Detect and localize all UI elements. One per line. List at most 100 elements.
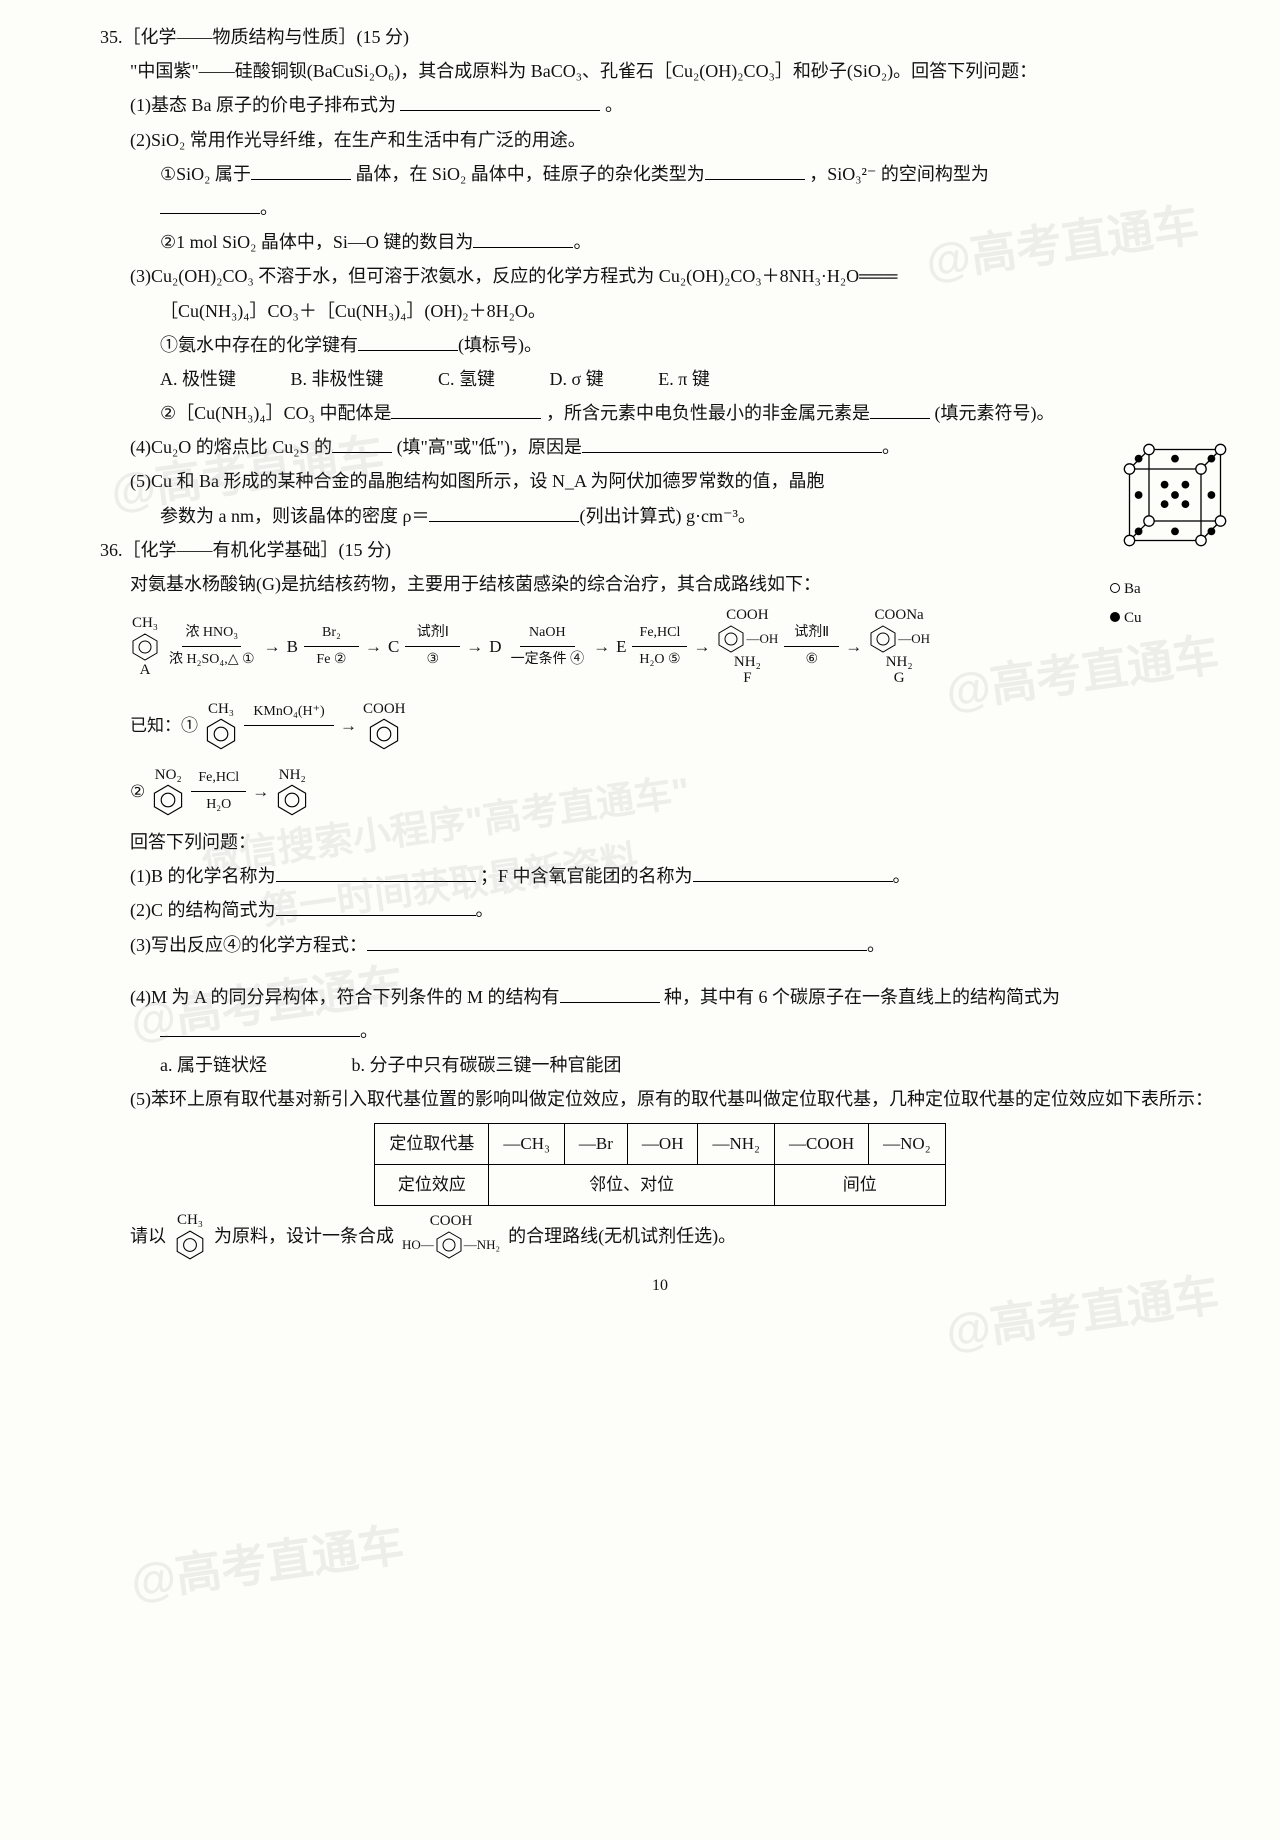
arrow-5: Fe,HClH₂O ⑤ — [632, 620, 687, 674]
synthesis-scheme: CH₃ A 浓 HNO₃浓 H₂SO₄,△ ①→ B Br₂Fe ②→ C 试剂… — [100, 601, 1220, 693]
nh2: NH₂ — [886, 654, 913, 671]
q36-a4: (4)M 为 A 的同分异构体，符合下列条件的 M 的结构有 种，其中有 6 个… — [100, 980, 1220, 1014]
th: 定位取代基 — [375, 1123, 489, 1164]
q35-p1: (1)基态 Ba 原子的价电子排布式为 。 — [100, 88, 1220, 122]
blank — [582, 435, 882, 453]
cooh: COOH — [430, 1213, 473, 1230]
q36-ans-head: 回答下列问题： — [100, 825, 1220, 859]
blank — [473, 230, 573, 248]
t: 。 — [867, 935, 885, 955]
t: (1)B 的化学名称为 — [130, 866, 276, 886]
page-number: 10 — [100, 1271, 1220, 1301]
t: ，SiO₃²⁻ 的空间构型为 — [809, 164, 989, 184]
t: (填"高"或"低")，原因是 — [397, 437, 582, 457]
q35-p1-text: (1)基态 Ba 原子的价电子排布式为 — [130, 95, 396, 115]
t: 。 — [893, 866, 911, 886]
blank — [251, 162, 351, 180]
t: ①氨水中存在的化学键有 — [160, 335, 358, 355]
mol-f: COOH —OH NH₂ F — [716, 607, 778, 687]
known-2: ② NO₂ Fe,HClH₂O→ NH₂ — [100, 759, 1220, 825]
label-c: C — [388, 631, 399, 663]
known-1: 已知：① CH₃ KMnO₄(H⁺) → COOH — [100, 693, 1220, 759]
q36-a3: (3)写出反应④的化学方程式：。 — [100, 928, 1220, 962]
watermark-5: @高考直通车 — [125, 1501, 409, 1626]
known-label: 已知：① — [130, 710, 198, 742]
q35-p5a: (5)Cu 和 Ba 形成的某种合金的晶胞结构如图所示，设 N_A 为阿伏加德罗… — [100, 464, 1220, 498]
label-d: D — [489, 631, 501, 663]
mol-toluene: CH₃ — [204, 701, 238, 752]
td: —NO₂ — [869, 1123, 945, 1164]
arrow-2: Br₂Fe ② — [304, 620, 359, 674]
blank — [705, 162, 805, 180]
t: ①SiO₂ 属于 — [160, 164, 251, 184]
q35-p2-2: ②1 mol SiO₂ 晶体中，Si—O 键的数目为 。 — [100, 225, 1220, 259]
blank — [870, 401, 930, 419]
t: (4)Cu₂O 的熔点比 Cu₂S 的 — [130, 437, 332, 457]
t: 种，其中有 6 个碳原子在一条直线上的结构简式为 — [664, 987, 1060, 1007]
t: 请以 — [130, 1219, 166, 1253]
mol-start: CH₃ — [174, 1212, 206, 1261]
choice-e: E. π 键 — [658, 362, 710, 396]
blank — [276, 898, 476, 916]
q35-header: 35.［化学——物质结构与性质］(15 分) — [100, 20, 1220, 54]
label-b: B — [287, 631, 298, 663]
q35-p3-eq2: ［Cu(NH₃)₄］CO₃＋［Cu(NH₃)₄］(OH)₂＋8H₂O。 — [100, 294, 1220, 328]
arrow-1: 浓 HNO₃浓 H₂SO₄,△ ① — [166, 620, 258, 674]
arrow-4: NaOH一定条件 ④ — [508, 620, 588, 674]
q35-p5b: 参数为 a nm，则该晶体的密度 ρ＝ (列出计算式) g·cm⁻³。 — [100, 499, 1220, 533]
t: 。 — [476, 900, 494, 920]
blank — [358, 333, 458, 351]
directing-table: 定位取代基 —CH₃ —Br —OH —NH₂ —COOH —NO₂ 定位效应 … — [374, 1123, 945, 1207]
q35-p3-intro: (3)Cu₂(OH)₂CO₃ 不溶于水，但可溶于浓氨水，反应的化学方程式为 Cu… — [100, 259, 1220, 293]
nh2: NH₂ — [734, 654, 761, 671]
opt-a: a. 属于链状烃 — [160, 1055, 267, 1075]
no2: NO₂ — [155, 767, 182, 784]
td: —CH₃ — [489, 1123, 565, 1164]
t: 的合理路线(无机试剂任选)。 — [508, 1219, 736, 1253]
q36-a2: (2)C 的结构简式为。 — [100, 893, 1220, 927]
t: (列出计算式) g·cm⁻³。 — [579, 506, 755, 526]
choice-d: D. σ 键 — [550, 362, 604, 396]
q36-a1: (1)B 的化学名称为 ；F 中含氧官能团的名称为。 — [100, 859, 1220, 893]
t: 。 — [882, 437, 900, 457]
mol-g: COONa —OH NH₂ G — [868, 607, 930, 687]
choice-c: C. 氢键 — [438, 362, 495, 396]
choice-b: B. 非极性键 — [291, 362, 384, 396]
ch3: CH₃ — [132, 615, 158, 632]
q35-p4: (4)Cu₂O 的熔点比 Cu₂S 的 (填"高"或"低")，原因是 。 — [100, 430, 1220, 464]
q35-p3-1: ①氨水中存在的化学键有(填标号)。 — [100, 328, 1220, 362]
blank — [160, 1019, 360, 1037]
q36-a4-cont: 。 — [100, 1014, 1220, 1048]
ch3: CH₃ — [208, 701, 234, 718]
ch3: CH₃ — [177, 1212, 203, 1229]
blank — [276, 864, 476, 882]
td: 间位 — [774, 1164, 945, 1205]
td: —Br — [564, 1123, 627, 1164]
opt-b: b. 分子中只有碳碳三键一种官能团 — [352, 1055, 622, 1075]
t: 。 — [260, 198, 278, 218]
blank — [693, 864, 893, 882]
legend: Ba Cu — [1110, 575, 1240, 632]
t: ②1 mol SiO₂ 晶体中，Si—O 键的数目为 — [160, 232, 473, 252]
arrow-6: 试剂Ⅱ⑥ — [784, 620, 839, 674]
td: —COOH — [774, 1123, 868, 1164]
coona: COONa — [875, 607, 924, 624]
nh2: NH₂ — [279, 767, 306, 784]
crystal-cell-figure: Ba Cu — [1110, 430, 1240, 632]
label-f: F — [743, 670, 751, 687]
t: (填元素符号)。 — [934, 403, 1054, 423]
t: 参数为 a nm，则该晶体的密度 ρ＝ — [160, 506, 429, 526]
blank — [429, 504, 579, 522]
period: 。 — [605, 95, 623, 115]
q36-header: 36.［化学——有机化学基础］(15 分) — [100, 533, 1220, 567]
mol-nitro: NO₂ — [151, 767, 185, 818]
arrow-3: 试剂Ⅰ③ — [405, 620, 460, 674]
t: 。 — [573, 232, 591, 252]
td: —NH₂ — [698, 1123, 774, 1164]
blank — [560, 985, 660, 1003]
arrow-kmno4: KMnO₄(H⁺) — [244, 699, 334, 753]
q35-p2-1: ①SiO₂ 属于 晶体，在 SiO₂ 晶体中，硅原子的杂化类型为 ，SiO₃²⁻… — [100, 157, 1220, 191]
known2-label: ② — [130, 776, 145, 808]
choice-a: A. 极性键 — [160, 362, 236, 396]
blank — [160, 196, 260, 214]
